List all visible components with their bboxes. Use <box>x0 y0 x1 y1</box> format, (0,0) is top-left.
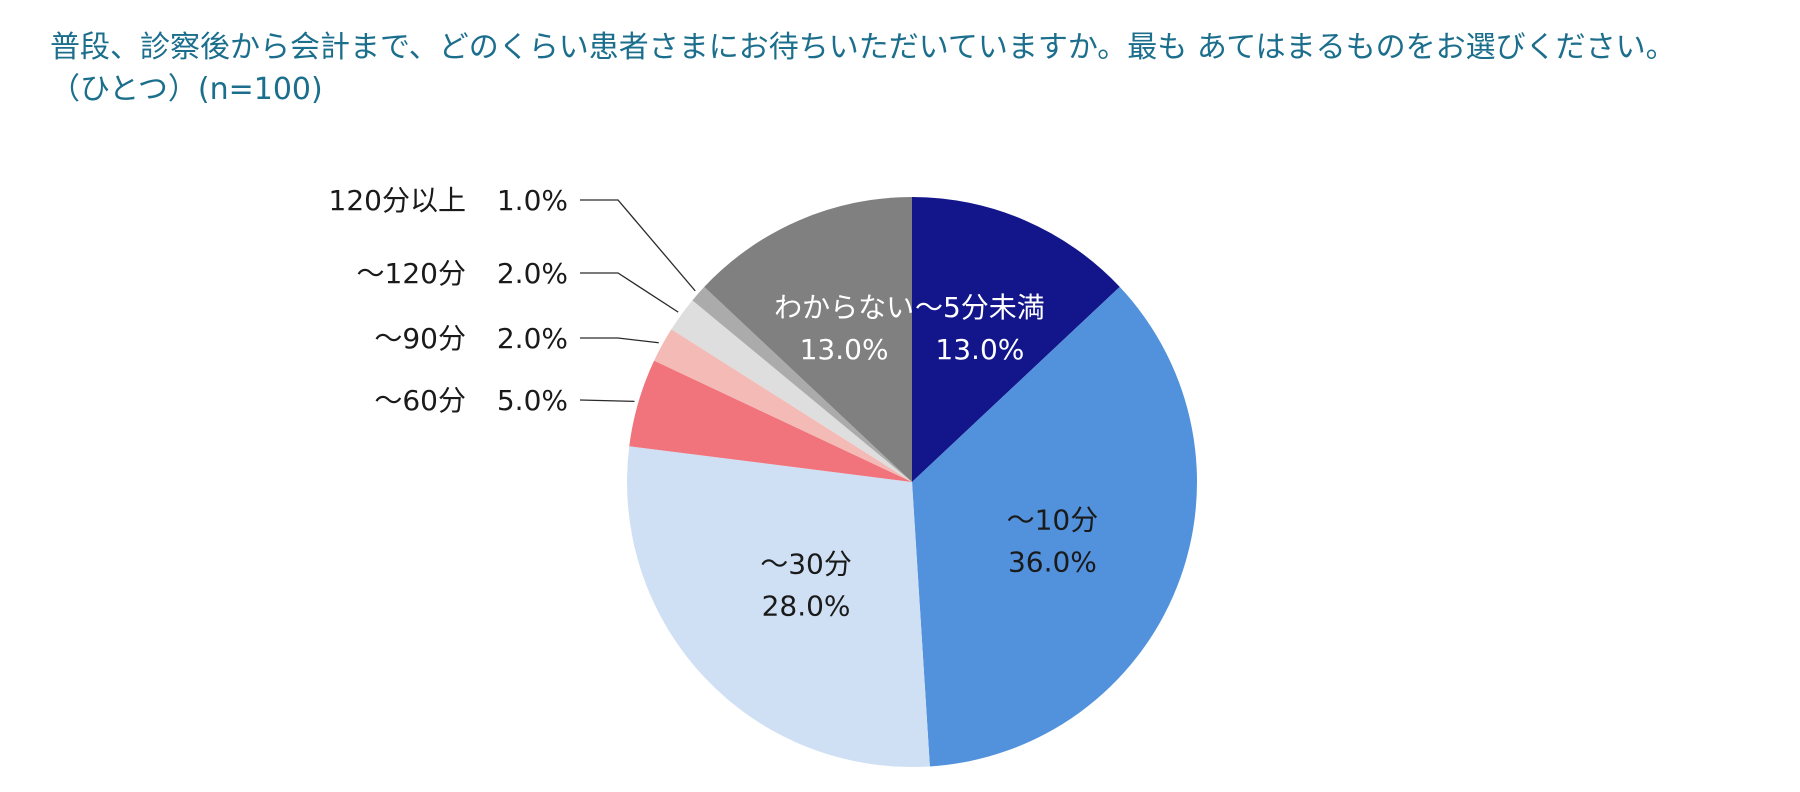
slice-name-label: ～90分 <box>374 322 466 355</box>
slice-value-label: 36.0% <box>1008 546 1097 579</box>
slice-name-label: ～120分 <box>357 257 466 290</box>
slice-name-label: ～5分未満 <box>915 291 1045 324</box>
slice-value-label: 13.0% <box>935 333 1024 366</box>
slice-value-label: 2.0% <box>497 322 568 355</box>
chart-title: 普段、診察後から会計まで、どのくらい患者さまにお待ちいただいていますか。最も あ… <box>50 30 1676 65</box>
chart-subtitle: （ひとつ）(n=100) <box>50 72 323 107</box>
slice-3 <box>629 360 912 482</box>
slice-name-label: ～30分 <box>760 547 852 580</box>
slice-6 <box>692 286 912 482</box>
leader-line <box>580 272 679 313</box>
slice-name-label: ～60分 <box>374 384 466 417</box>
slice-2 <box>627 446 930 767</box>
leader-line <box>580 199 696 292</box>
slice-4 <box>654 329 912 482</box>
slice-name-label: わからない <box>774 291 914 324</box>
slice-0 <box>912 197 1120 482</box>
slice-value-label: 5.0% <box>497 384 568 417</box>
slice-value-label: 13.0% <box>800 333 889 366</box>
slice-5 <box>671 300 912 482</box>
slice-value-label: 2.0% <box>497 257 568 290</box>
slice-name-label: 120分以上 <box>329 184 466 217</box>
slice-value-label: 28.0% <box>762 589 851 622</box>
slice-7 <box>704 197 912 482</box>
slice-value-label: 1.0% <box>497 184 568 217</box>
slice-1 <box>912 286 1198 767</box>
slice-name-label: ～10分 <box>1007 504 1099 537</box>
leader-line <box>579 399 635 403</box>
leader-line <box>580 337 659 344</box>
